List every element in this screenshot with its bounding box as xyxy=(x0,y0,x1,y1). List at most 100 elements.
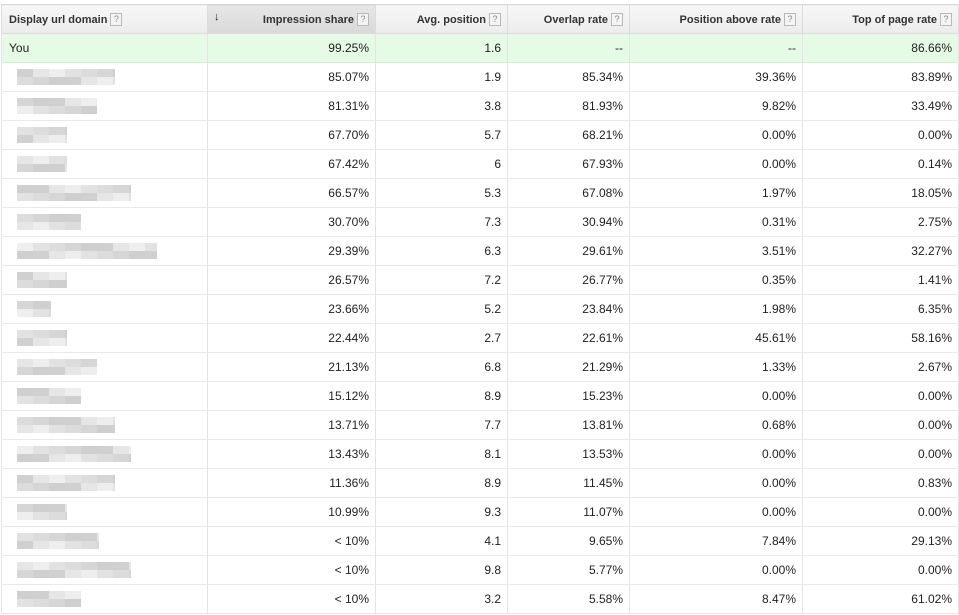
overlap-rate-cell: 11.07% xyxy=(507,497,630,527)
domain-cell-redacted xyxy=(1,352,208,382)
top-of-page-rate-cell: 18.05% xyxy=(802,178,959,208)
help-icon[interactable]: ? xyxy=(940,12,952,26)
column-header-label: Impression share xyxy=(262,13,354,26)
domain-cell-redacted xyxy=(1,323,208,353)
overlap-rate-cell: 85.34% xyxy=(507,62,630,92)
domain-cell-redacted xyxy=(1,410,208,440)
overlap-rate-cell: 11.45% xyxy=(507,468,630,498)
avg-position-cell: 6.3 xyxy=(375,236,508,266)
position-above-rate-cell: 9.82% xyxy=(629,91,803,121)
top-of-page-rate-cell: 0.00% xyxy=(802,497,959,527)
domain-cell-redacted xyxy=(1,381,208,411)
position-above-rate-cell: 1.98% xyxy=(629,294,803,324)
redacted-domain-mosaic xyxy=(17,353,201,381)
position-above-rate-cell: 0.00% xyxy=(629,439,803,469)
top-of-page-rate-cell: 0.00% xyxy=(802,410,959,440)
top-of-page-rate-cell: 0.00% xyxy=(802,555,959,585)
position-above-rate-cell: -- xyxy=(629,33,803,63)
top-of-page-rate-cell: 33.49% xyxy=(802,91,959,121)
impression-share-cell: < 10% xyxy=(207,584,376,614)
redacted-domain-mosaic xyxy=(17,237,201,265)
domain-cell-redacted xyxy=(1,439,208,469)
overlap-rate-cell: 13.81% xyxy=(507,410,630,440)
impression-share-cell: 23.66% xyxy=(207,294,376,324)
avg-position-cell: 5.7 xyxy=(375,120,508,150)
impression-share-cell: 10.99% xyxy=(207,497,376,527)
column-header-position-above-rate[interactable]: Position above rate? xyxy=(629,4,803,34)
column-header-overlap-rate[interactable]: Overlap rate? xyxy=(507,4,630,34)
help-icon[interactable]: ? xyxy=(489,12,501,26)
position-above-rate-cell: 45.61% xyxy=(629,323,803,353)
overlap-rate-cell: -- xyxy=(507,33,630,63)
overlap-rate-cell: 23.84% xyxy=(507,294,630,324)
table-header-row: Display url domain? ↓ Impression share? … xyxy=(1,4,959,34)
impression-share-cell: 85.07% xyxy=(207,62,376,92)
top-of-page-rate-cell: 29.13% xyxy=(802,526,959,556)
table-row: 26.57% 7.2 26.77% 0.35% 1.41% xyxy=(1,265,959,295)
column-header-impression-share[interactable]: ↓ Impression share? xyxy=(207,4,376,34)
impression-share-cell: 29.39% xyxy=(207,236,376,266)
position-above-rate-cell: 0.31% xyxy=(629,207,803,237)
table-row: 23.66% 5.2 23.84% 1.98% 6.35% xyxy=(1,294,959,324)
overlap-rate-cell: 5.77% xyxy=(507,555,630,585)
avg-position-cell: 1.9 xyxy=(375,62,508,92)
overlap-rate-cell: 26.77% xyxy=(507,265,630,295)
avg-position-cell: 8.9 xyxy=(375,468,508,498)
position-above-rate-cell: 3.51% xyxy=(629,236,803,266)
position-above-rate-cell: 0.00% xyxy=(629,468,803,498)
help-icon[interactable]: ? xyxy=(784,12,796,26)
redacted-domain-mosaic xyxy=(17,498,201,526)
redacted-domain-mosaic xyxy=(17,92,201,120)
table-row: 10.99% 9.3 11.07% 0.00% 0.00% xyxy=(1,497,959,527)
column-header-avg-position[interactable]: Avg. position? xyxy=(375,4,508,34)
impression-share-cell: < 10% xyxy=(207,526,376,556)
overlap-rate-cell: 21.29% xyxy=(507,352,630,382)
column-header-label: Top of page rate xyxy=(852,13,937,26)
help-icon[interactable]: ? xyxy=(357,12,369,26)
top-of-page-rate-cell: 0.00% xyxy=(802,120,959,150)
overlap-rate-cell: 67.08% xyxy=(507,178,630,208)
column-header-top-of-page-rate[interactable]: Top of page rate? xyxy=(802,4,959,34)
help-icon[interactable]: ? xyxy=(611,12,623,26)
help-icon[interactable]: ? xyxy=(110,12,123,26)
position-above-rate-cell: 0.68% xyxy=(629,410,803,440)
avg-position-cell: 9.3 xyxy=(375,497,508,527)
column-header-display-url-domain[interactable]: Display url domain? xyxy=(1,4,208,34)
impression-share-cell: 26.57% xyxy=(207,265,376,295)
domain-cell-redacted xyxy=(1,555,208,585)
overlap-rate-cell: 29.61% xyxy=(507,236,630,266)
column-header-label: Position above rate xyxy=(679,13,781,26)
column-header-label: Overlap rate xyxy=(543,13,608,26)
redacted-domain-mosaic xyxy=(17,295,201,323)
auction-insights-table: Display url domain? ↓ Impression share? … xyxy=(1,4,959,614)
top-of-page-rate-cell: 2.67% xyxy=(802,352,959,382)
impression-share-cell: 81.31% xyxy=(207,91,376,121)
position-above-rate-cell: 0.00% xyxy=(629,381,803,411)
redacted-domain-mosaic xyxy=(17,411,201,439)
table-row: 11.36% 8.9 11.45% 0.00% 0.83% xyxy=(1,468,959,498)
position-above-rate-cell: 39.36% xyxy=(629,62,803,92)
impression-share-cell: 15.12% xyxy=(207,381,376,411)
table-row: 30.70% 7.3 30.94% 0.31% 2.75% xyxy=(1,207,959,237)
position-above-rate-cell: 7.84% xyxy=(629,526,803,556)
table-row: 67.42% 6 67.93% 0.00% 0.14% xyxy=(1,149,959,179)
table-body: You 99.25% 1.6 -- -- 86.66% 85.07% 1.9 85.… xyxy=(1,33,959,614)
table-row-you: You 99.25% 1.6 -- -- 86.66% xyxy=(1,33,959,63)
impression-share-cell: 13.43% xyxy=(207,439,376,469)
top-of-page-rate-cell: 0.00% xyxy=(802,439,959,469)
table-row: < 10% 3.2 5.58% 8.47% 61.02% xyxy=(1,584,959,614)
sort-descending-icon: ↓ xyxy=(214,11,220,23)
impression-share-cell: 67.70% xyxy=(207,120,376,150)
domain-cell-redacted xyxy=(1,178,208,208)
top-of-page-rate-cell: 2.75% xyxy=(802,207,959,237)
position-above-rate-cell: 0.00% xyxy=(629,120,803,150)
redacted-domain-mosaic xyxy=(17,585,201,613)
impression-share-cell: 13.71% xyxy=(207,410,376,440)
avg-position-cell: 8.1 xyxy=(375,439,508,469)
top-of-page-rate-cell: 1.41% xyxy=(802,265,959,295)
domain-cell-redacted xyxy=(1,62,208,92)
redacted-domain-mosaic xyxy=(17,121,201,149)
avg-position-cell: 4.1 xyxy=(375,526,508,556)
top-of-page-rate-cell: 83.89% xyxy=(802,62,959,92)
